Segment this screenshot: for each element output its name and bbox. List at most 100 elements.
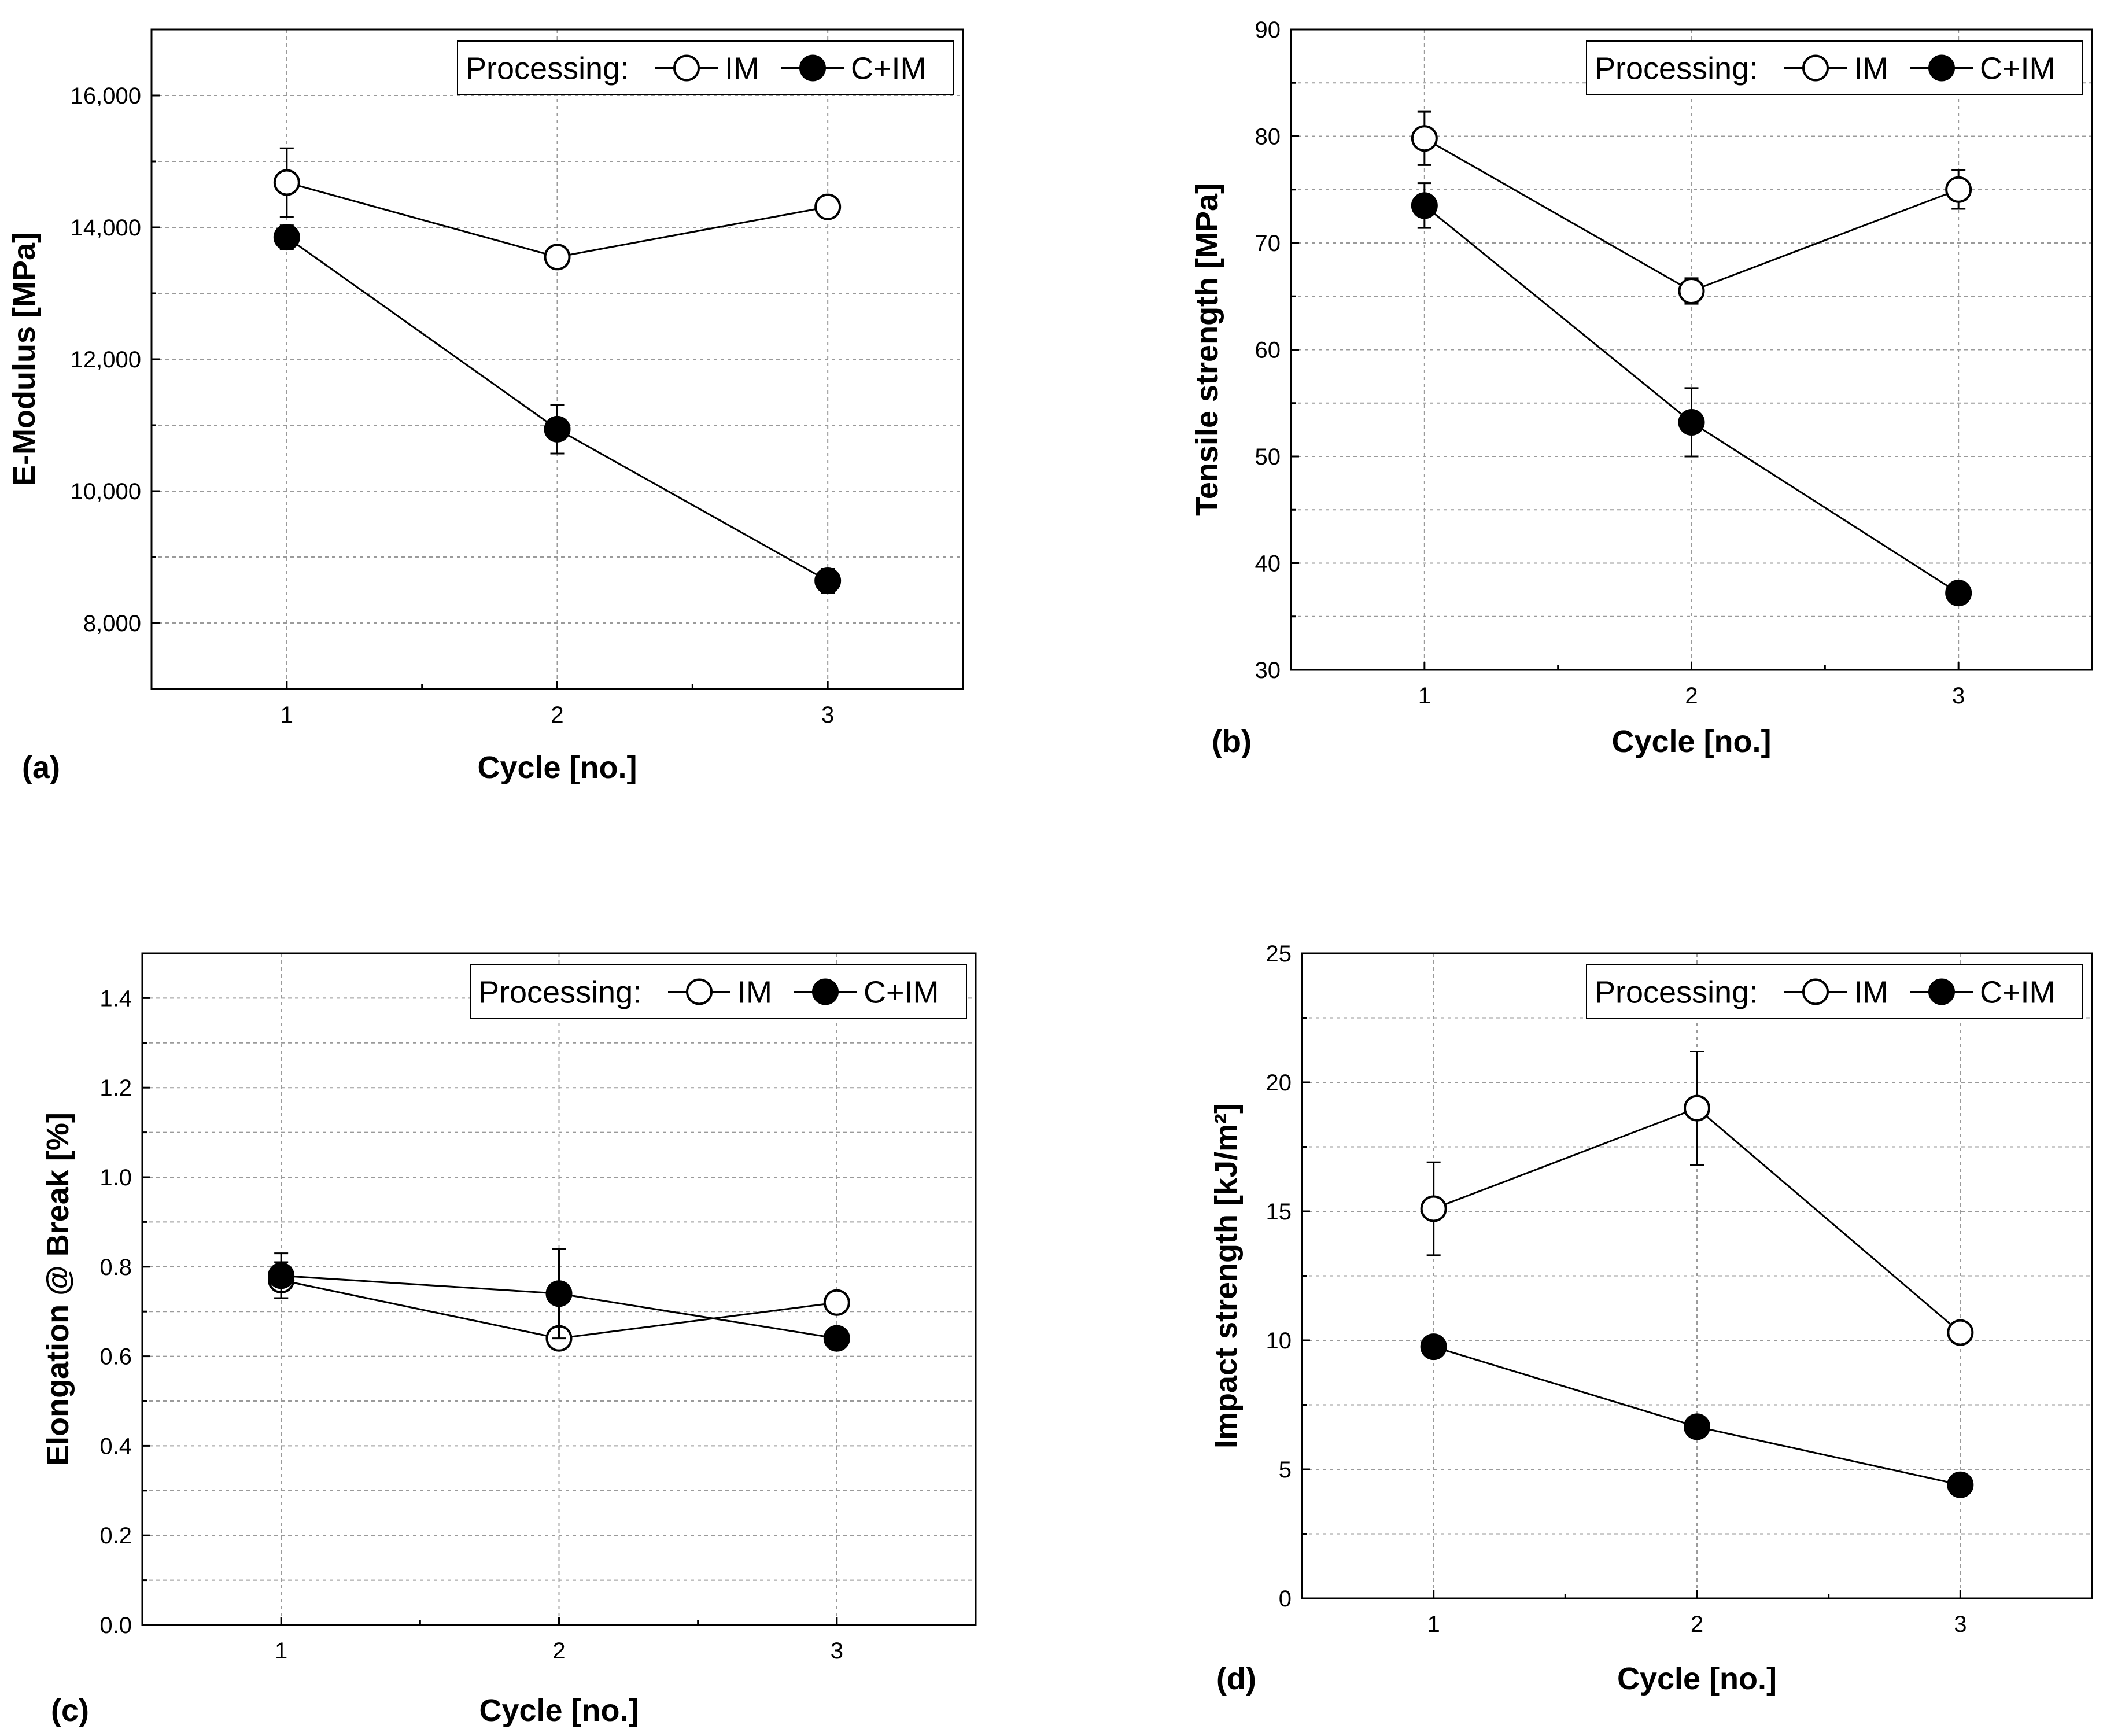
- legend-label-im: IM: [1854, 51, 1888, 86]
- x-tick-label: 1: [275, 1638, 287, 1664]
- x-tick-label: 3: [831, 1638, 843, 1664]
- panel-label: (c): [51, 1693, 89, 1728]
- x-tick-label: 1: [1427, 1612, 1440, 1637]
- y-tick-label: 16,000: [71, 83, 141, 109]
- data-point: [1947, 1471, 1974, 1498]
- series-c-im: [273, 224, 842, 595]
- legend-title: Processing:: [466, 51, 629, 86]
- legend-marker-c-im: [799, 54, 826, 82]
- y-tick-label: 5: [1279, 1457, 1292, 1483]
- data-point: [1945, 580, 1972, 607]
- x-axis-title: Cycle [no.]: [477, 750, 637, 785]
- legend-label-c-im: C+IM: [1980, 975, 2056, 1010]
- data-point: [544, 415, 571, 443]
- legend-marker-im: [673, 54, 700, 82]
- x-tick-label: 2: [1685, 683, 1698, 709]
- legend: Processing: IM C+IM: [1586, 40, 2083, 95]
- legend-label-im: IM: [737, 975, 772, 1010]
- y-axis-title: Impact strength [kJ/m²]: [1209, 1103, 1244, 1448]
- x-tick-label: 3: [1952, 683, 1965, 709]
- x-tick-label: 1: [1418, 683, 1431, 709]
- legend-title: Processing:: [1595, 51, 1758, 86]
- data-point: [1678, 278, 1705, 305]
- y-tick-label: 0: [1279, 1586, 1292, 1612]
- data-point: [1411, 125, 1438, 152]
- y-tick-label: 1.4: [99, 986, 132, 1011]
- legend: Processing: IM C+IM: [1586, 964, 2083, 1019]
- legend: Processing: IM C+IM: [470, 964, 967, 1019]
- y-tick-label: 0.8: [99, 1255, 132, 1280]
- legend-marker-im: [686, 978, 713, 1005]
- data-point: [544, 244, 571, 271]
- data-point: [1411, 192, 1438, 219]
- y-tick-label: 10,000: [71, 479, 141, 504]
- series-im: [1420, 1050, 1974, 1346]
- series-c-im: [1420, 1333, 1974, 1498]
- x-tick-label: 3: [821, 702, 834, 728]
- legend-marker-im: [1802, 54, 1829, 82]
- legend-marker-c-im: [1928, 54, 1955, 82]
- panel-label: (a): [22, 750, 60, 785]
- y-tick-label: 90: [1255, 17, 1281, 43]
- legend-marker-c-im: [812, 978, 839, 1005]
- y-tick-label: 0.2: [99, 1523, 132, 1549]
- chart-panel-b: 30 40 50 60 70 80 90 1 2 3 Cycle [no.] Tensile stre…: [1190, 17, 2093, 759]
- series-im: [273, 147, 842, 271]
- y-tick-label: 70: [1255, 231, 1281, 256]
- y-axis-title: E-Modulus [MPa]: [7, 233, 42, 486]
- y-tick-label: 50: [1255, 444, 1281, 470]
- x-tick-label: 2: [552, 1638, 565, 1664]
- x-tick-label: 1: [281, 702, 293, 728]
- y-tick-label: 15: [1266, 1199, 1292, 1225]
- y-tick-label: 20: [1266, 1070, 1292, 1096]
- data-point: [1945, 176, 1972, 203]
- panel-label: (b): [1212, 724, 1252, 759]
- legend-label-c-im: C+IM: [864, 975, 939, 1010]
- series-c-im: [1411, 182, 1972, 607]
- x-tick-label: 3: [1954, 1612, 1967, 1637]
- x-tick-label: 2: [551, 702, 563, 728]
- y-axis-title: Tensile strength [MPa]: [1190, 183, 1224, 516]
- panel-label: (d): [1216, 1661, 1256, 1696]
- y-tick-label: 1.2: [99, 1075, 132, 1101]
- y-tick-label: 1.0: [99, 1165, 132, 1190]
- data-point: [268, 1262, 295, 1289]
- legend-label-c-im: C+IM: [851, 51, 927, 86]
- x-tick-label: 2: [1691, 1612, 1703, 1637]
- chart-panel-d: 0 5 10 15 20 25 1 2 3 Cycle [no.] Impact strength …: [1209, 941, 2093, 1696]
- y-tick-label: 25: [1266, 941, 1292, 967]
- chart-panel-c: 0.0 0.2 0.4 0.6 0.8 1.0 1.2 1.4 1 2 3 Cycle [no.] El…: [40, 952, 977, 1728]
- chart-panel-a: 8,000 10,000 12,000 14,000 16,000 1 2 3 Cycle [n…: [7, 28, 964, 785]
- y-tick-label: 10: [1266, 1328, 1292, 1354]
- y-tick-label: 80: [1255, 124, 1281, 150]
- data-point: [814, 193, 842, 220]
- data-point: [545, 1280, 573, 1307]
- legend-title: Processing:: [478, 975, 641, 1010]
- legend-marker-im: [1802, 978, 1829, 1005]
- data-point: [1947, 1319, 1974, 1346]
- x-axis-title: Cycle [no.]: [479, 1693, 639, 1728]
- y-tick-label: 30: [1255, 658, 1281, 683]
- y-tick-label: 8,000: [83, 611, 141, 636]
- data-point: [814, 567, 842, 595]
- y-tick-label: 14,000: [71, 215, 141, 241]
- legend: Processing: IM C+IM: [457, 40, 954, 95]
- y-tick-label: 0.6: [99, 1344, 132, 1370]
- y-tick-label: 0.0: [99, 1613, 132, 1638]
- y-tick-label: 60: [1255, 338, 1281, 363]
- legend-label-im: IM: [725, 51, 759, 86]
- data-point: [823, 1289, 850, 1316]
- legend-title: Processing:: [1595, 975, 1758, 1010]
- x-axis-title: Cycle [no.]: [1611, 724, 1771, 759]
- y-tick-label: 12,000: [71, 347, 141, 373]
- data-point: [823, 1325, 850, 1352]
- y-axis-title: Elongation @ Break [%]: [40, 1112, 75, 1466]
- data-point: [273, 224, 300, 251]
- x-axis-title: Cycle [no.]: [1617, 1661, 1777, 1696]
- data-point: [1684, 1413, 1710, 1440]
- data-point: [1678, 408, 1705, 436]
- data-point: [1684, 1094, 1710, 1122]
- data-point: [1420, 1195, 1447, 1222]
- y-tick-label: 40: [1255, 551, 1281, 577]
- series-im: [1411, 110, 1972, 305]
